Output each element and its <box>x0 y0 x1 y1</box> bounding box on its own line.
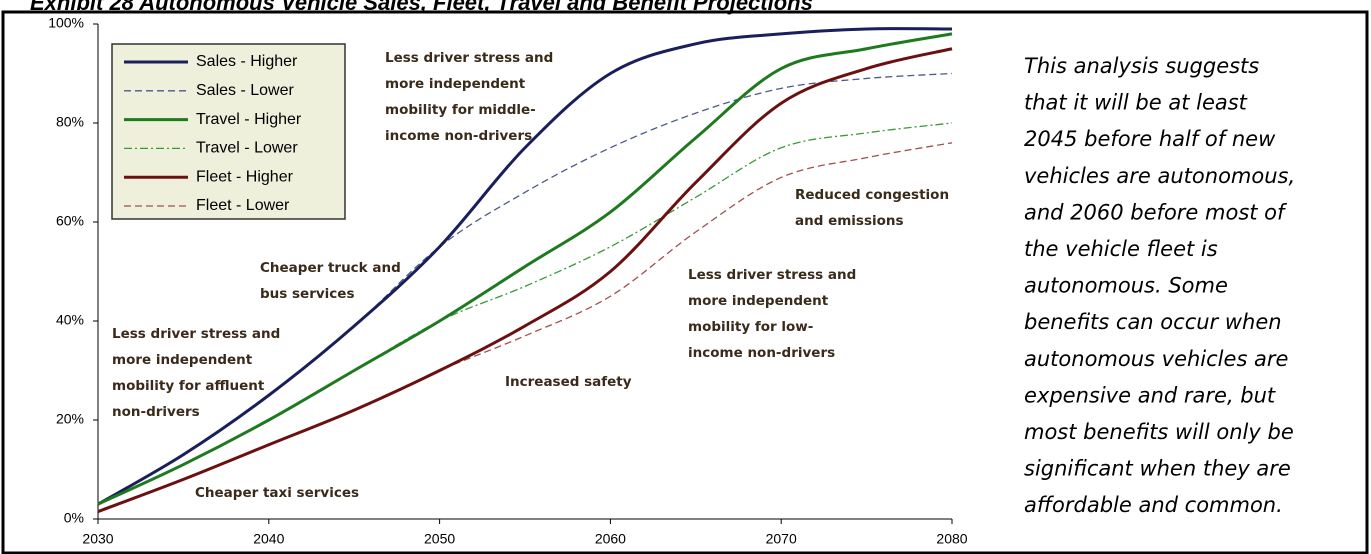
legend-label: Sales - Higher <box>196 53 298 70</box>
annotation: Less driver stress and <box>385 50 553 66</box>
legend-label: Fleet - Lower <box>196 197 290 214</box>
frame <box>1 10 1369 554</box>
y-tick-label: 80% <box>56 114 84 130</box>
y-tick-label: 100% <box>48 15 84 31</box>
annotation: Reduced congestion <box>795 187 949 203</box>
annotation: non-drivers <box>112 404 200 420</box>
side-note: This analysis suggests <box>1024 54 1259 78</box>
annotation: income non-drivers <box>385 128 532 144</box>
annotation: Less driver stress and <box>688 267 856 283</box>
side-note: vehicles are autonomous, <box>1024 164 1295 188</box>
side-note: significant when they are <box>1024 457 1291 481</box>
x-tick-label: 2070 <box>766 531 797 547</box>
annotation: and emissions <box>795 213 904 229</box>
annotation: more independent <box>688 293 829 309</box>
y-tick-label: 40% <box>56 312 84 328</box>
annotation: Cheaper truck and <box>260 260 401 276</box>
legend-box <box>111 43 346 220</box>
annotation: mobility for middle- <box>385 102 536 118</box>
line-series <box>97 47 953 513</box>
side-note: expensive and rare, but <box>1024 383 1276 407</box>
legend-label: Travel - Higher <box>196 111 302 128</box>
x-tick-label: 2030 <box>82 531 113 547</box>
annotation: mobility for affluent <box>112 378 265 394</box>
annotation: income non-drivers <box>688 345 835 361</box>
side-note: that it will be at least <box>1024 91 1248 115</box>
x-tick-label: 2080 <box>936 531 967 547</box>
side-note: and 2060 before most of <box>1024 200 1288 224</box>
annotation: Increased safety <box>505 374 632 390</box>
x-tick-label: 2050 <box>424 531 455 547</box>
x-tick-label: 2060 <box>595 531 626 547</box>
legend-label: Fleet - Higher <box>196 168 294 185</box>
y-tick-label: 20% <box>56 411 84 427</box>
y-tick-label: 60% <box>56 213 84 229</box>
annotation: mobility for low- <box>688 319 813 335</box>
line-series <box>97 32 953 506</box>
annotation: bus services <box>260 286 354 302</box>
x-tick-label: 2040 <box>253 531 284 547</box>
chart-title: Exhibit 28 Autonomous Vehicle Sales, Fle… <box>30 0 813 15</box>
side-note: autonomous vehicles are <box>1024 347 1288 371</box>
side-note: the vehicle fleet is <box>1024 237 1218 261</box>
y-tick-label: 0% <box>64 510 84 526</box>
annotation: more independent <box>385 76 526 92</box>
side-note: benefits can occur when <box>1024 310 1282 334</box>
annotation: more independent <box>112 352 253 368</box>
line-series <box>97 27 953 506</box>
side-note: affordable and common. <box>1024 493 1283 517</box>
legend-label: Sales - Lower <box>196 82 294 99</box>
side-note: 2045 before half of new <box>1024 127 1276 151</box>
annotation: Cheaper taxi services <box>195 485 359 501</box>
side-note: autonomous. Some <box>1024 274 1228 298</box>
legend-label: Travel - Lower <box>196 140 298 157</box>
side-note: most benefits will only be <box>1024 420 1294 444</box>
annotation: Less driver stress and <box>112 326 280 342</box>
